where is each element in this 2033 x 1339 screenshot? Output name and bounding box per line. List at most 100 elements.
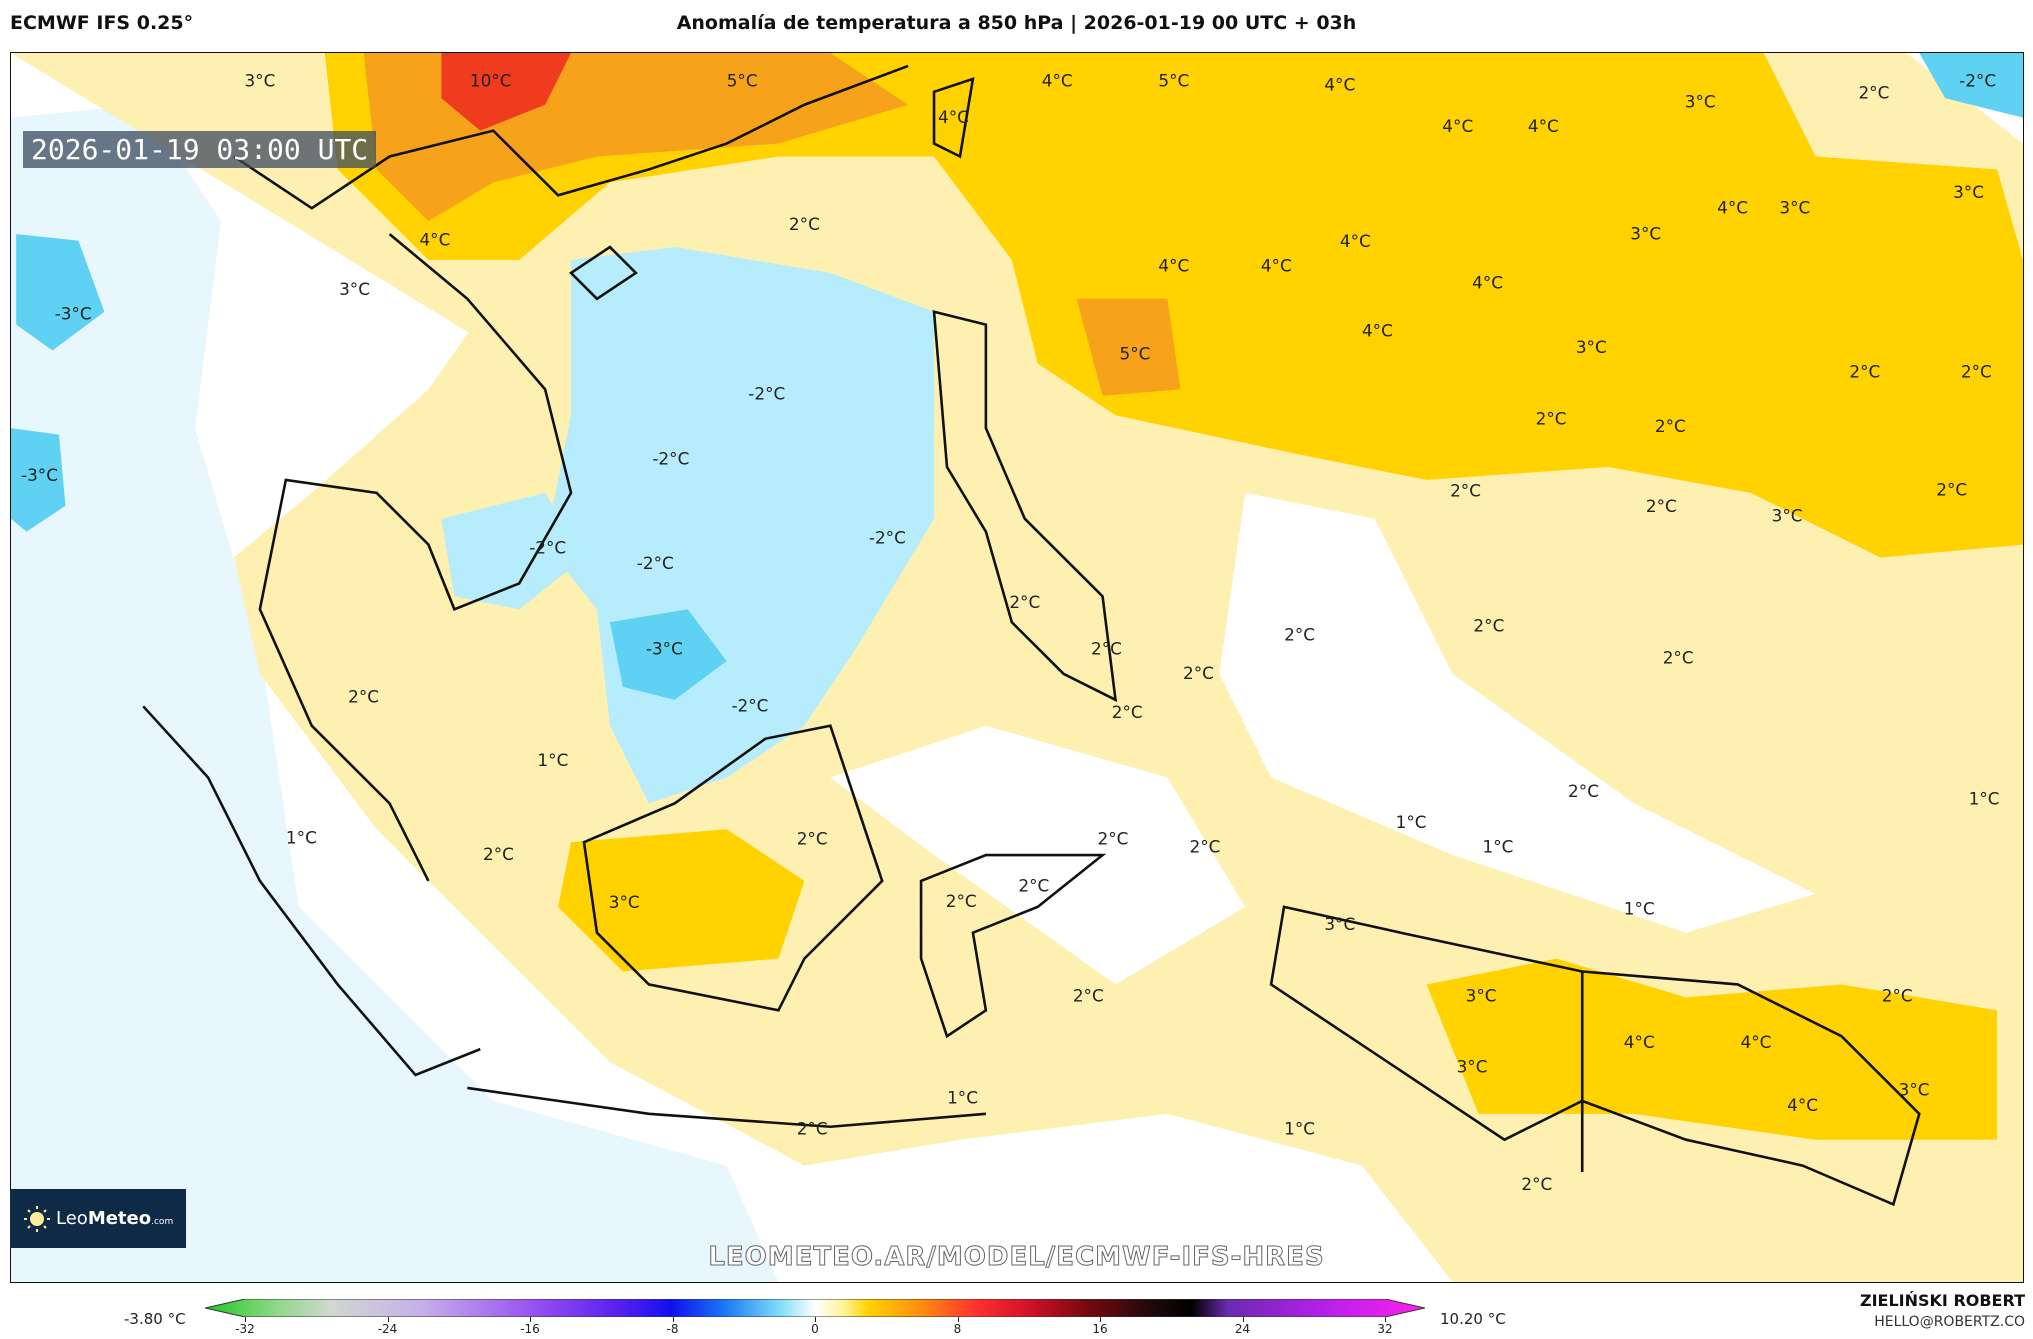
contour-label: 2°C — [1568, 781, 1599, 801]
contour-label: 3°C — [1953, 182, 1984, 202]
contour-label: 4°C — [1528, 116, 1559, 136]
contour-label: -2°C — [652, 448, 689, 468]
yellow-area-png — [1426, 958, 1998, 1140]
colorbar-tick-label: 24 — [1234, 1322, 1251, 1336]
contour-label: 1°C — [286, 827, 317, 847]
contour-label: 2°C — [1097, 829, 1128, 849]
contour-label: 3°C — [1779, 197, 1810, 217]
blue-patch — [609, 609, 727, 700]
colorbar-max-label: 10.20 °C — [1440, 1310, 1506, 1328]
contour-label: 2°C — [1112, 702, 1143, 722]
contour-label: 1°C — [1969, 789, 2000, 809]
contour-label: 2°C — [1473, 615, 1504, 635]
colorbar-tick-mark — [1100, 1317, 1101, 1322]
contour-label: -3°C — [646, 639, 683, 659]
contour-label: -2°C — [748, 384, 785, 404]
contour-label: 5°C — [1158, 71, 1189, 91]
contour-label: 4°C — [1740, 1032, 1771, 1052]
author-email: HELLO@ROBERTZ.CO — [1874, 1314, 2025, 1330]
contour-label: 4°C — [1324, 75, 1355, 95]
contour-label: 3°C — [1466, 985, 1497, 1005]
contour-label: -2°C — [637, 553, 674, 573]
contour-label: 4°C — [419, 230, 450, 250]
contour-label: 1°C — [537, 750, 568, 770]
orange-area-ph — [1076, 298, 1181, 396]
contour-label: -3°C — [21, 465, 58, 485]
contour-label: 2°C — [1091, 639, 1122, 659]
contour-label: 1°C — [1483, 837, 1514, 857]
colorbar-tick-label: -24 — [377, 1322, 398, 1336]
model-name: ECMWF IFS 0.25° — [10, 12, 194, 34]
contour-label: 2°C — [1961, 362, 1992, 382]
colorbar-bar — [205, 1299, 1425, 1317]
blue-patch-west2 — [11, 428, 66, 532]
colorbar-tick-label: 16 — [1092, 1322, 1108, 1336]
colorbar-tick-mark — [957, 1317, 959, 1322]
contour-label: 2°C — [1018, 875, 1049, 895]
colorbar-tick-label: 0 — [811, 1322, 819, 1336]
leometeo-logo[interactable]: LeoMeteo.com — [10, 1189, 186, 1248]
sun-icon — [24, 1205, 50, 1232]
contour-label: 2°C — [1646, 496, 1677, 516]
colorbar-tick-label: -8 — [666, 1322, 679, 1336]
logo-text: LeoMeteo.com — [56, 1208, 174, 1229]
contour-label: 4°C — [1624, 1032, 1655, 1052]
contour-label: 2°C — [789, 214, 820, 234]
colorbar-tick-mark — [1385, 1317, 1386, 1322]
contour-label: 2°C — [946, 891, 977, 911]
contour-label: -2°C — [869, 527, 906, 547]
contour-labels: 10°C 5°C 3°C 4°C 5°C 4°C 3°C 2°C -2°C 4°C 4°C 4°C 2°… — [21, 71, 2000, 1194]
contour-label: 3°C — [244, 71, 275, 91]
contour-label: 2°C — [1663, 648, 1694, 668]
contour-label: 5°C — [1120, 344, 1151, 364]
source-watermark: LEOMETEO.AR/MODEL/ECMWF-IFS-HRES — [708, 1242, 1325, 1273]
contour-label: 3°C — [1576, 337, 1607, 357]
colorbar-tick-label: -16 — [520, 1322, 540, 1336]
contour-label: 2°C — [1655, 416, 1686, 436]
colorbar-tick-mark — [387, 1317, 389, 1322]
colorbar-tick-mark — [1242, 1317, 1244, 1322]
contour-label: 2°C — [1521, 1174, 1552, 1194]
contour-label: 2°C — [797, 1119, 828, 1139]
valid-time-stamp: 2026-01-19 03:00 UTC — [23, 131, 377, 168]
colorbar-tick-mark — [815, 1317, 816, 1322]
colorbar — [205, 1299, 1425, 1317]
contour-label: 4°C — [1261, 256, 1292, 276]
contour-label: 1°C — [1624, 899, 1655, 919]
blue-patch-west — [16, 234, 105, 351]
contour-label: 4°C — [1362, 320, 1393, 340]
colorbar-tick-mark — [530, 1317, 531, 1322]
colorbar-tick-label: -32 — [235, 1322, 255, 1336]
contour-label: 1°C — [1396, 812, 1427, 832]
contour-label: 3°C — [1324, 914, 1355, 934]
contour-label: 3°C — [1685, 91, 1716, 111]
contour-label: -2°C — [1959, 71, 1996, 91]
contour-label: 2°C — [1073, 985, 1104, 1005]
colorbar-tick-label: 8 — [953, 1322, 962, 1336]
temperature-anomaly-map[interactable]: 10°C 5°C 3°C 4°C 5°C 4°C 3°C 2°C -2°C 4°C 4°C 4°C 2°… — [10, 52, 2024, 1283]
blue-patch-ne — [1919, 53, 2023, 118]
contour-label: 4°C — [1442, 116, 1473, 136]
contour-label: 2°C — [1009, 592, 1040, 612]
contour-label: 4°C — [1042, 71, 1073, 91]
contour-label: 3°C — [1630, 223, 1661, 243]
contour-label: 2°C — [483, 844, 514, 864]
contour-label: -2°C — [731, 696, 768, 716]
contour-label: 3°C — [1457, 1056, 1488, 1076]
map-canvas: 10°C 5°C 3°C 4°C 5°C 4°C 3°C 2°C -2°C 4°C 4°C 4°C 2°… — [11, 53, 2023, 1282]
contour-label: 4°C — [1717, 197, 1748, 217]
contour-label: 2°C — [1450, 481, 1481, 501]
contour-label: 2°C — [1882, 985, 1913, 1005]
light-blue-gulf — [441, 492, 585, 610]
contour-label: 2°C — [1849, 362, 1880, 382]
contour-label: 2°C — [1536, 408, 1567, 428]
contour-label: 5°C — [727, 71, 758, 91]
contour-label: 3°C — [1772, 505, 1803, 525]
pale-blue-area — [11, 104, 779, 1282]
contour-label: 3°C — [339, 279, 370, 299]
contour-label: -2°C — [529, 538, 566, 558]
contour-label: 4°C — [1158, 256, 1189, 276]
contour-label: 10°C — [470, 71, 512, 91]
contour-label: 1°C — [947, 1087, 978, 1107]
colorbar-tick-label: 32 — [1377, 1322, 1393, 1336]
